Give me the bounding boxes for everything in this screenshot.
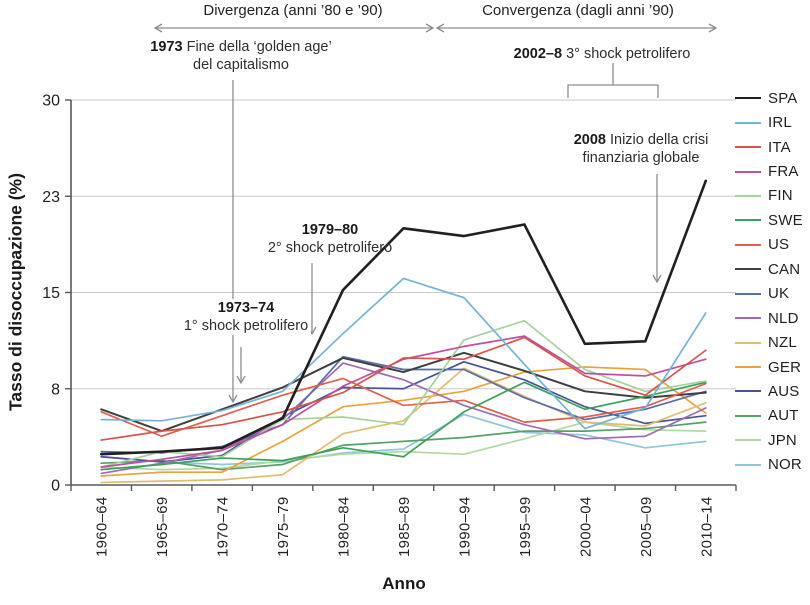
x-tick-label: 1985–89 (396, 497, 413, 558)
legend-label-CAN: CAN (768, 260, 801, 278)
golden-age-arrow-head (228, 394, 238, 404)
legend-item-UK: UK (735, 282, 803, 306)
x-tick-label: 2000–04 (577, 497, 594, 558)
series-line-IRL (100, 277, 707, 430)
legend-label-UK: UK (768, 285, 790, 303)
series-line-CAN (100, 351, 707, 433)
legend-item-JPN: JPN (735, 428, 803, 452)
legend-item-ITA: ITA (735, 135, 803, 159)
legend-line-CAN (735, 268, 761, 271)
legend-line-SWE (735, 219, 761, 222)
annotation-divergenza: Divergenza (anni ’80 e ’90) (203, 2, 383, 19)
annotation-first-oil-shock: 1973–74 1° shock petrolifero (180, 299, 312, 335)
x-tick-label: 2005–09 (638, 497, 655, 558)
legend-label-GER: GER (768, 358, 802, 376)
legend-item-NZL: NZL (735, 330, 803, 354)
legend-label-SPA: SPA (768, 89, 798, 107)
y-tick-label: 0 (51, 478, 60, 495)
legend-line-NOR (735, 463, 761, 466)
series-line-SWE (100, 381, 707, 471)
series-line-AUS (100, 360, 707, 463)
series-line-ITA (100, 336, 707, 441)
legend-line-AUT (735, 414, 761, 417)
legend-label-JPN: JPN (768, 431, 797, 449)
annotation-golden-age: 1973 Fine della ‘golden age’ del capital… (150, 39, 332, 73)
x-tick-label: 1970–74 (215, 497, 232, 558)
y-tick-label: 23 (42, 189, 60, 206)
legend-label-IRL: IRL (768, 114, 792, 132)
x-axis-title: Anno (382, 574, 426, 593)
x-tick-label: 2010–14 (698, 497, 715, 558)
y-axis-title: Tasso di disoccupazione (%) (5, 173, 26, 411)
annotation-convergenza: Convergenza (dagli anni ’90) (482, 2, 674, 19)
legend-label-FIN: FIN (768, 187, 793, 205)
legend-item-SPA: SPA (735, 86, 803, 110)
series-line-JPN (100, 421, 707, 471)
x-tick-label: 1995–99 (517, 497, 534, 558)
legend-line-US (735, 243, 761, 246)
x-tick-label: 1990–94 (456, 497, 473, 558)
legend-line-GER (735, 366, 761, 369)
legend-line-JPN (735, 439, 761, 442)
series-line-SPA (99, 179, 708, 456)
legend-item-NLD: NLD (735, 306, 803, 330)
legend-item-FRA: FRA (735, 159, 803, 183)
legend-line-IRL (735, 121, 761, 124)
series-line-AUT (100, 421, 707, 471)
legend-label-NOR: NOR (768, 456, 802, 474)
x-tick-label: 1960–64 (94, 497, 111, 558)
legend-item-GER: GER (735, 355, 803, 379)
series-line-FIN (100, 319, 707, 468)
third-oil-shock-bracket (567, 63, 659, 98)
x-tick-label: 1965–69 (154, 497, 171, 558)
legend-label-SWE: SWE (768, 211, 803, 229)
x-tick-label: 1975–79 (275, 497, 292, 558)
legend: SPA IRL ITA FRA FIN SWE US CAN UK NLD NZL GER AUS AUT… (735, 86, 803, 477)
legend-line-NLD (735, 317, 761, 320)
legend-line-FIN (735, 194, 761, 197)
legend-line-NZL (735, 341, 761, 344)
legend-line-AUS (735, 390, 761, 393)
y-tick-label: 15 (42, 285, 60, 302)
legend-line-FRA (735, 170, 761, 173)
legend-line-SPA (735, 97, 761, 100)
first-oil-shock-arrow-head (236, 375, 246, 385)
series-line-GER (100, 366, 707, 477)
legend-line-UK (735, 292, 761, 295)
x-tick-label: 1980–84 (336, 497, 353, 558)
legend-label-US: US (768, 236, 790, 254)
series-line-NOR (100, 413, 707, 466)
y-tick-label: 30 (42, 93, 60, 110)
legend-item-CAN: CAN (735, 257, 803, 281)
legend-label-FRA: FRA (768, 163, 799, 181)
legend-line-ITA (735, 146, 761, 149)
legend-item-AUS: AUS (735, 379, 803, 403)
legend-item-AUT: AUT (735, 404, 803, 428)
divergenza-arrow-right-head (425, 23, 435, 33)
legend-item-IRL: IRL (735, 110, 803, 134)
convergenza-arrow-left-head (435, 23, 445, 33)
legend-label-ITA: ITA (768, 138, 791, 156)
legend-label-NLD: NLD (768, 309, 799, 327)
legend-label-AUS: AUS (768, 382, 800, 400)
legend-label-NZL: NZL (768, 334, 797, 352)
legend-label-AUT: AUT (768, 407, 799, 425)
annotation-financial-crisis: 2008 Inizio della crisi finanziaria glob… (573, 132, 709, 166)
convergenza-arrow-right-head (708, 23, 718, 33)
y-tick-label: 8 (51, 381, 60, 398)
series-line-US (100, 377, 707, 438)
legend-item-SWE: SWE (735, 208, 803, 232)
annotation-second-oil-shock: 1979–80 2° shock petrolifero (267, 222, 393, 256)
legend-item-FIN: FIN (735, 184, 803, 208)
divergenza-arrow-left-head (153, 23, 163, 33)
legend-item-US: US (735, 233, 803, 257)
series-line-FRA (100, 335, 707, 468)
series-line-NZL (100, 367, 707, 484)
annotation-third-oil-shock: 2002–8 3° shock petrolifero (513, 46, 691, 62)
legend-item-NOR: NOR (735, 453, 803, 477)
financial-crisis-arrow-head (652, 274, 662, 284)
